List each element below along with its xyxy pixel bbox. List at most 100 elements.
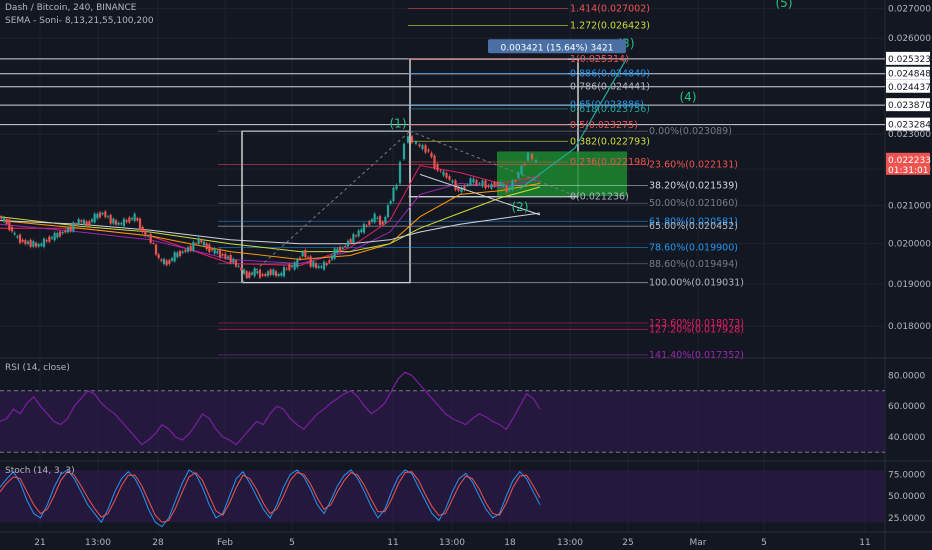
price-tick: 0.025323 <box>888 55 931 65</box>
candle-body <box>304 249 307 258</box>
candle-body <box>69 226 72 232</box>
candle-body <box>341 247 344 249</box>
candle-body <box>384 216 387 223</box>
candle-body <box>433 155 436 169</box>
price-tick: 0.026000 <box>888 34 931 44</box>
candle-body <box>109 214 112 224</box>
candle-body <box>245 271 248 278</box>
candle-body <box>160 259 163 261</box>
candle-body <box>368 221 371 225</box>
candle-body <box>269 269 272 275</box>
candle-body <box>442 171 445 176</box>
fib-trend-line <box>241 130 411 283</box>
candle-body <box>0 216 3 219</box>
fib-ext-label: 0(0.021236) <box>570 192 629 203</box>
fib-label: 50.00%(0.021060) <box>649 198 738 209</box>
candle-body <box>66 227 70 233</box>
indicator-title[interactable]: SEMA - Soni- 8,13,21,55,100,200 <box>5 16 154 26</box>
time-tick: 11 <box>859 538 870 548</box>
candle-body <box>314 263 318 268</box>
time-tick: 18 <box>504 538 516 548</box>
candle-body <box>128 217 131 223</box>
candle-body <box>248 272 251 278</box>
time-tick: Mar <box>690 538 707 548</box>
candle-body <box>466 184 469 186</box>
candle-body <box>520 165 523 175</box>
fib-label: 123.60%(0.018073) <box>649 318 744 329</box>
candle-body <box>490 183 493 189</box>
candle-body <box>360 229 363 233</box>
rsi-title[interactable]: RSI (14, close) <box>5 363 70 373</box>
candle-body <box>264 274 267 276</box>
candle-body <box>410 136 414 143</box>
candle-body <box>240 267 243 271</box>
candle-body <box>530 154 534 160</box>
candle-body <box>261 274 264 276</box>
candle-body <box>120 223 123 225</box>
candle-body <box>502 184 505 187</box>
candle-body <box>448 176 451 180</box>
fib-ext-label: 1(0.025314) <box>570 54 629 65</box>
candle-body <box>141 226 144 233</box>
candle-body <box>221 254 224 256</box>
candle-body <box>376 217 379 219</box>
candle-body <box>517 172 520 178</box>
candle-body <box>205 243 208 250</box>
candle-body <box>526 152 530 161</box>
candle-body <box>325 263 328 266</box>
candle-body <box>101 212 104 215</box>
fib-ext-label: 0.5(0.023275) <box>570 120 638 131</box>
candle-body <box>32 241 35 247</box>
time-tick: 21 <box>34 538 45 548</box>
candle-body <box>272 269 275 275</box>
candle-body <box>229 254 232 263</box>
fib-ext-label: 0.65(0.023886) <box>570 100 644 111</box>
candle-body <box>154 244 158 255</box>
candle-body <box>61 232 64 234</box>
symbol-title[interactable]: Dash / Bitcoin, 240, BINANCE <box>5 3 137 13</box>
candle-body <box>469 178 472 185</box>
candle-body <box>296 259 299 268</box>
candle-body <box>210 248 214 251</box>
candle-body <box>213 248 216 254</box>
rsi-tick: 80.0000 <box>888 371 925 381</box>
candle-body <box>192 241 195 251</box>
candle-body <box>5 219 8 224</box>
candle-body <box>493 182 496 187</box>
candle-body <box>354 235 358 237</box>
stoch-line <box>0 471 541 523</box>
candle-body <box>288 264 291 271</box>
fib-ext-label: 0.382(0.022793) <box>570 136 650 147</box>
candle-body <box>253 268 256 277</box>
fib-label: 88.60%(0.019494) <box>649 259 738 270</box>
candle-body <box>56 233 59 238</box>
candle-body <box>218 249 222 258</box>
candle-body <box>451 180 454 183</box>
candle-body <box>293 262 296 270</box>
current-price: 0.022233 <box>888 156 931 166</box>
candle-body <box>112 218 115 224</box>
time-tick: 5 <box>761 538 767 548</box>
candle-body <box>523 164 526 166</box>
candle-body <box>165 260 168 266</box>
candle-body <box>181 251 184 253</box>
candle-body <box>98 212 102 218</box>
candle-body <box>48 236 51 242</box>
time-tick: 25 <box>622 538 633 548</box>
rsi-tick: 40.0000 <box>888 433 925 443</box>
price-tag-box <box>886 79 930 93</box>
measure-label: 0.003421 (15.64%) 3421 <box>501 43 614 53</box>
candle-body <box>258 269 262 278</box>
candle-body <box>18 234 22 243</box>
candle-body <box>149 234 152 243</box>
candles <box>0 134 538 280</box>
time-tick: 13:00 <box>439 538 465 548</box>
candle-body <box>224 253 227 259</box>
candle-body <box>280 272 283 276</box>
candle-body <box>505 185 508 193</box>
price-tick: 0.019000 <box>888 280 931 290</box>
candle-body <box>406 136 410 143</box>
stoch-title[interactable]: Stoch (14, 3, 3) <box>5 466 75 476</box>
candle-body <box>152 242 155 244</box>
